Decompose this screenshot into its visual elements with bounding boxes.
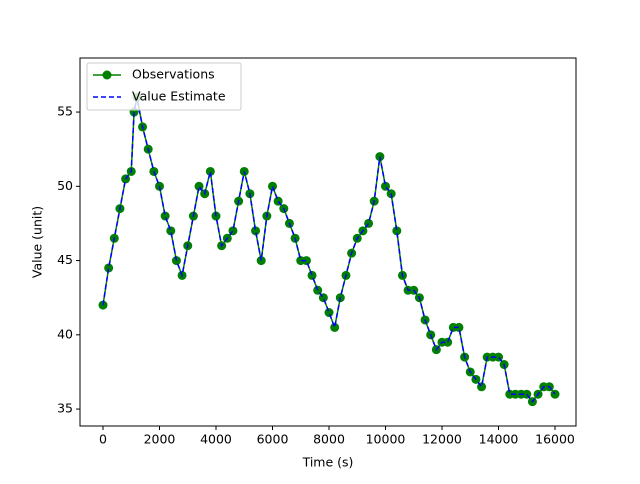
y-axis-label: Value (unit): [30, 206, 45, 278]
x-tick-label: 12000: [422, 432, 462, 447]
marker: [392, 226, 402, 236]
x-tick-label: 10000: [366, 432, 406, 447]
marker: [205, 166, 215, 176]
plot-frame: [79, 57, 577, 427]
marker: [301, 256, 311, 266]
y-tick-label: 45: [57, 252, 73, 267]
x-tick-label: 16000: [535, 432, 575, 447]
plot-area: [98, 92, 560, 407]
x-axis-label: Time (s): [302, 455, 354, 470]
legend-label: Observations: [132, 67, 215, 82]
x-tick-label: 14000: [479, 432, 519, 447]
marker: [166, 226, 176, 236]
y-tick-label: 40: [57, 326, 73, 341]
marker: [454, 322, 464, 332]
legend-marker: [102, 70, 112, 80]
marker: [104, 263, 114, 273]
x-tick-label: 8000: [313, 432, 345, 447]
x-tick-label: 2000: [144, 432, 176, 447]
legend-label: Value Estimate: [132, 89, 226, 104]
y-tick-label: 50: [57, 178, 73, 193]
marker: [160, 211, 170, 221]
y-tick-label: 55: [57, 104, 73, 119]
y-tick-label: 35: [57, 401, 73, 416]
marker: [251, 226, 261, 236]
x-tick-label: 4000: [200, 432, 232, 447]
x-tick-label: 0: [99, 432, 107, 447]
marker: [268, 181, 278, 191]
marker: [324, 308, 334, 318]
marker: [330, 322, 340, 332]
marker: [307, 270, 317, 280]
series-line: [102, 97, 556, 403]
x-tick-label: 6000: [257, 432, 289, 447]
legend-box: [86, 62, 242, 111]
marker: [443, 337, 453, 347]
